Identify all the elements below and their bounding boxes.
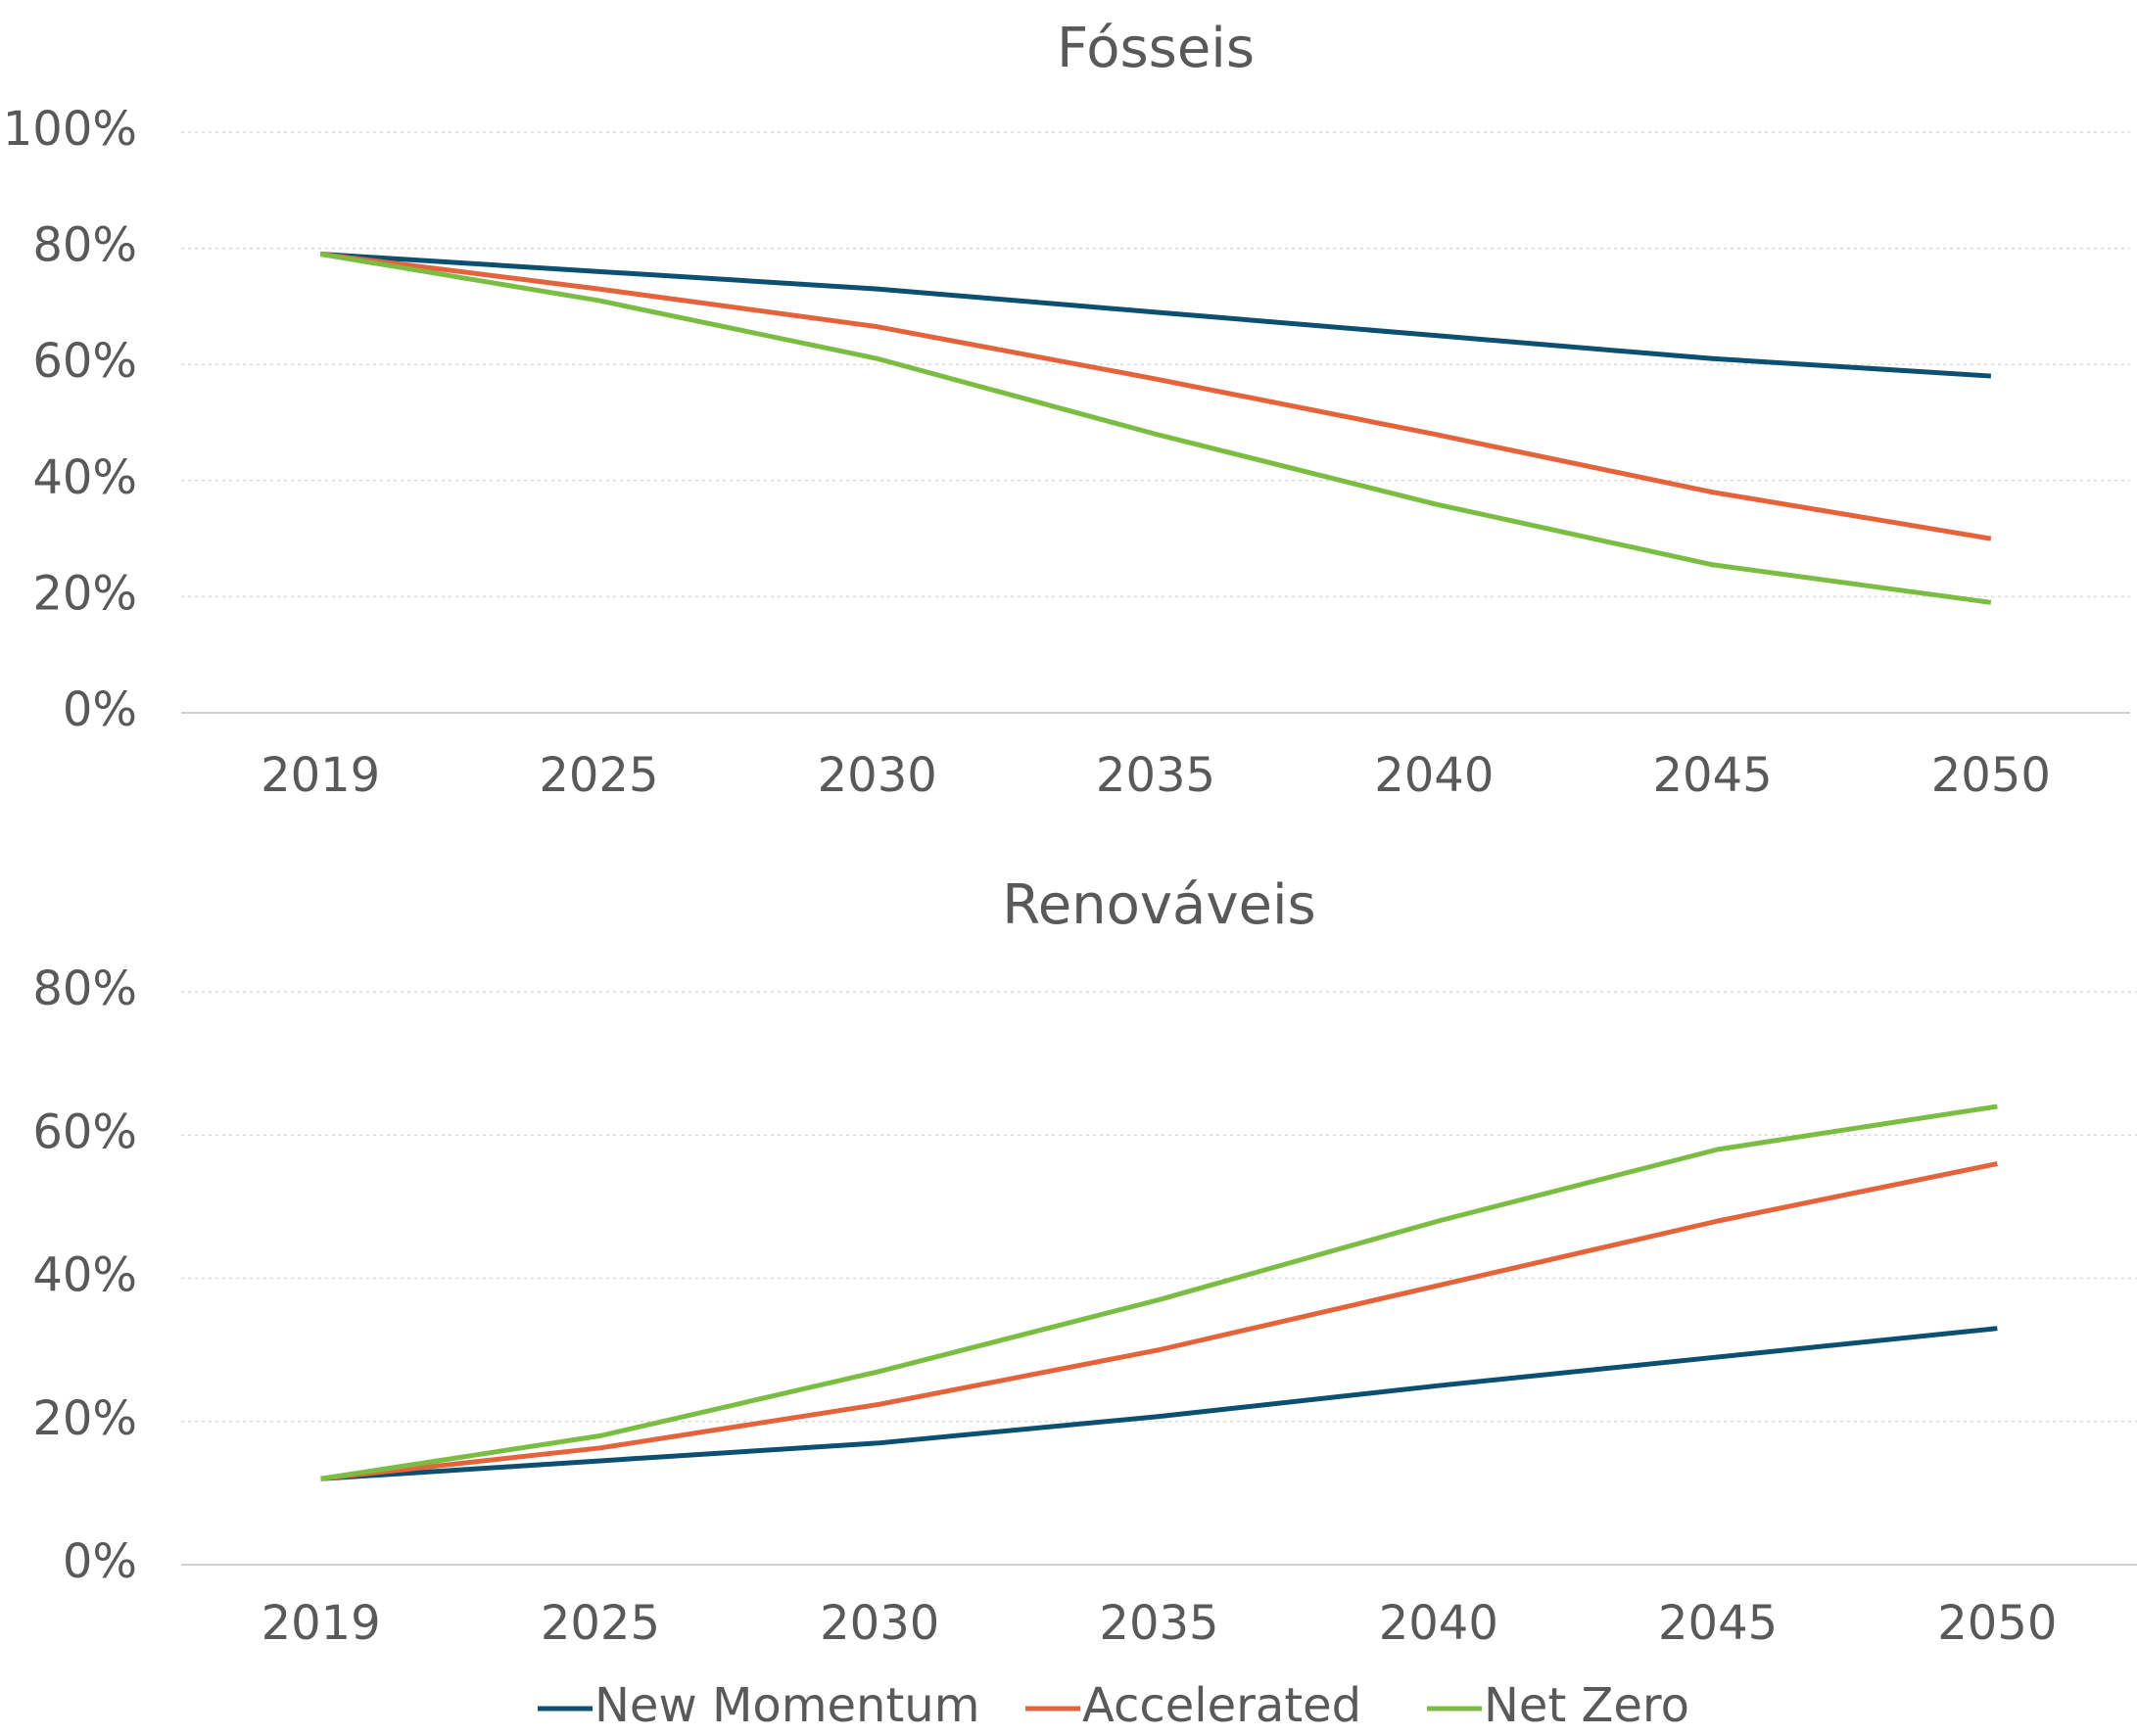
x-tick-label: 2050 xyxy=(1931,748,2051,803)
y-tick-label: 20% xyxy=(32,566,137,621)
y-tick-label: 20% xyxy=(32,1391,137,1446)
series-line xyxy=(319,252,1992,541)
x-tick-label: 2019 xyxy=(261,748,380,803)
x-tick-label: 2040 xyxy=(1379,1596,1498,1651)
y-tick-label: 80% xyxy=(32,962,137,1016)
x-tick-label: 2030 xyxy=(820,1596,939,1651)
y-tick-label: 80% xyxy=(32,218,137,273)
x-tick-label: 2045 xyxy=(1658,1596,1778,1651)
x-tick-label: 2025 xyxy=(539,748,658,803)
y-tick-label: 60% xyxy=(32,1104,137,1159)
x-tick-label: 2040 xyxy=(1374,748,1494,803)
y-tick-label: 40% xyxy=(32,1248,137,1303)
x-tick-label: 2030 xyxy=(818,748,937,803)
chart-title: Renováveis xyxy=(1002,873,1315,937)
x-tick-label: 2045 xyxy=(1652,748,1772,803)
y-tick-label: 60% xyxy=(32,334,137,389)
legend-label: Net Zero xyxy=(1484,1678,1689,1733)
y-tick-label: 0% xyxy=(63,682,137,737)
x-tick-label: 2050 xyxy=(1937,1596,2057,1651)
series-line xyxy=(320,1161,1998,1481)
series-line xyxy=(319,252,1992,605)
x-tick-label: 2025 xyxy=(541,1596,660,1651)
chart-title: Fósseis xyxy=(1057,17,1255,80)
x-tick-label: 2019 xyxy=(261,1596,381,1651)
series-line xyxy=(319,252,1992,379)
series-line xyxy=(320,1103,1998,1481)
y-tick-label: 0% xyxy=(63,1534,137,1589)
x-tick-label: 2035 xyxy=(1099,1596,1218,1651)
series-line xyxy=(320,1326,1998,1481)
legend-label: Accelerated xyxy=(1082,1678,1361,1733)
legend-label: New Momentum xyxy=(594,1678,979,1733)
x-tick-label: 2035 xyxy=(1096,748,1215,803)
y-tick-label: 40% xyxy=(32,450,137,505)
y-tick-label: 100% xyxy=(3,102,137,157)
